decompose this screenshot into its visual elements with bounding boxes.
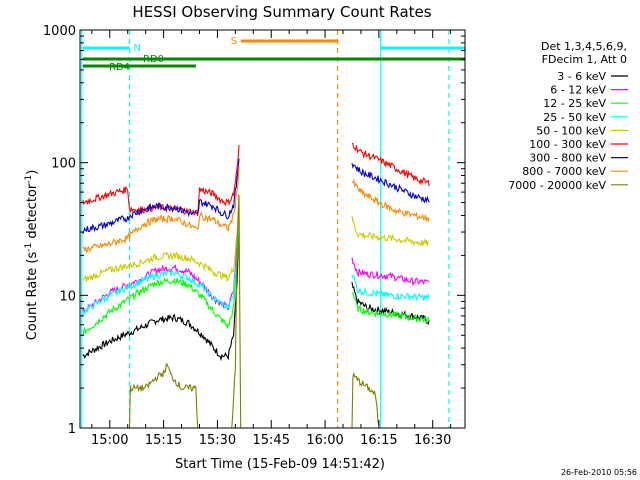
series-lines xyxy=(82,142,430,429)
series-line xyxy=(351,178,430,223)
series-line xyxy=(351,142,430,187)
flag-bars: N S RD0 RD4 xyxy=(82,36,465,73)
y-tick-label: 100 xyxy=(51,157,76,172)
y-axis-label-part: detector xyxy=(25,183,40,243)
legend-header-line: FDecim 1, Att 0 xyxy=(542,53,627,66)
series-line xyxy=(351,274,430,302)
x-tick-label: 15:30 xyxy=(199,433,236,448)
series-line xyxy=(351,215,430,247)
legend-item-label: 7000 - 20000 keV xyxy=(508,179,606,192)
series-line xyxy=(231,195,242,428)
legend-item-label: 300 - 800 keV xyxy=(529,152,606,165)
x-tick-label: 16:15 xyxy=(360,433,397,448)
legend-item-label: 12 - 25 keV xyxy=(543,97,606,110)
x-axis-ticks: 15:00 15:15 15:30 15:45 16:00 16:15 16:30 xyxy=(91,30,451,448)
flag-label: S xyxy=(231,36,237,47)
x-tick-label: 16:30 xyxy=(414,433,451,448)
series-line xyxy=(128,362,199,429)
legend-item-label: 25 - 50 keV xyxy=(543,111,606,124)
series-line xyxy=(351,371,380,429)
series-line xyxy=(82,165,240,254)
x-axis-label: Start Time (15-Feb-09 14:51:42) xyxy=(175,457,385,472)
y-axis-label: Count Rate (s-1 detector-1) xyxy=(24,170,40,341)
y-tick-label: 10 xyxy=(59,289,76,304)
x-tick-label: 15:45 xyxy=(253,433,290,448)
legend-item-label: 50 - 100 keV xyxy=(536,124,606,137)
series-line xyxy=(82,158,240,234)
series-line xyxy=(351,257,430,287)
legend-item-label: 6 - 12 keV xyxy=(550,84,606,97)
y-axis-label-part: ) xyxy=(25,170,40,175)
legend-item-label: 3 - 6 keV xyxy=(557,70,606,83)
y-axis-label-exponent: -1 xyxy=(24,243,34,252)
x-tick-label: 15:15 xyxy=(145,433,182,448)
y-axis-label-part: Count Rate (s xyxy=(25,252,40,341)
y-axis-ticks: 1 10 100 1000 xyxy=(43,24,465,437)
flag-label: RD0 xyxy=(143,54,164,65)
chart-title: HESSI Observing Summary Count Rates xyxy=(132,3,431,21)
series-line xyxy=(82,221,240,362)
flag-label: N xyxy=(134,43,141,54)
series-line xyxy=(82,208,240,316)
legend: Det 1,3,4,5,6,9, FDecim 1, Att 0 3 - 6 k… xyxy=(508,40,628,192)
y-axis-label-exponent: -1 xyxy=(24,175,34,184)
legend-item-label: 100 - 300 keV xyxy=(529,138,606,151)
series-line xyxy=(351,163,430,204)
legend-item-label: 800 - 7000 keV xyxy=(522,165,606,178)
y-tick-label: 1000 xyxy=(43,24,76,39)
x-tick-label: 16:00 xyxy=(306,433,343,448)
flag-label: RD4 xyxy=(109,62,130,73)
series-line xyxy=(351,291,430,324)
plot-frame xyxy=(79,29,466,429)
legend-header-line: Det 1,3,4,5,6,9, xyxy=(541,40,627,53)
vertical-marker-lines xyxy=(81,30,450,428)
generation-timestamp: 26-Feb-2010 05:56 xyxy=(561,468,637,477)
series-line xyxy=(82,193,240,282)
y-tick-label: 1 xyxy=(68,422,76,437)
x-tick-label: 15:00 xyxy=(91,433,128,448)
series-line xyxy=(82,144,240,216)
series-line xyxy=(82,215,240,337)
